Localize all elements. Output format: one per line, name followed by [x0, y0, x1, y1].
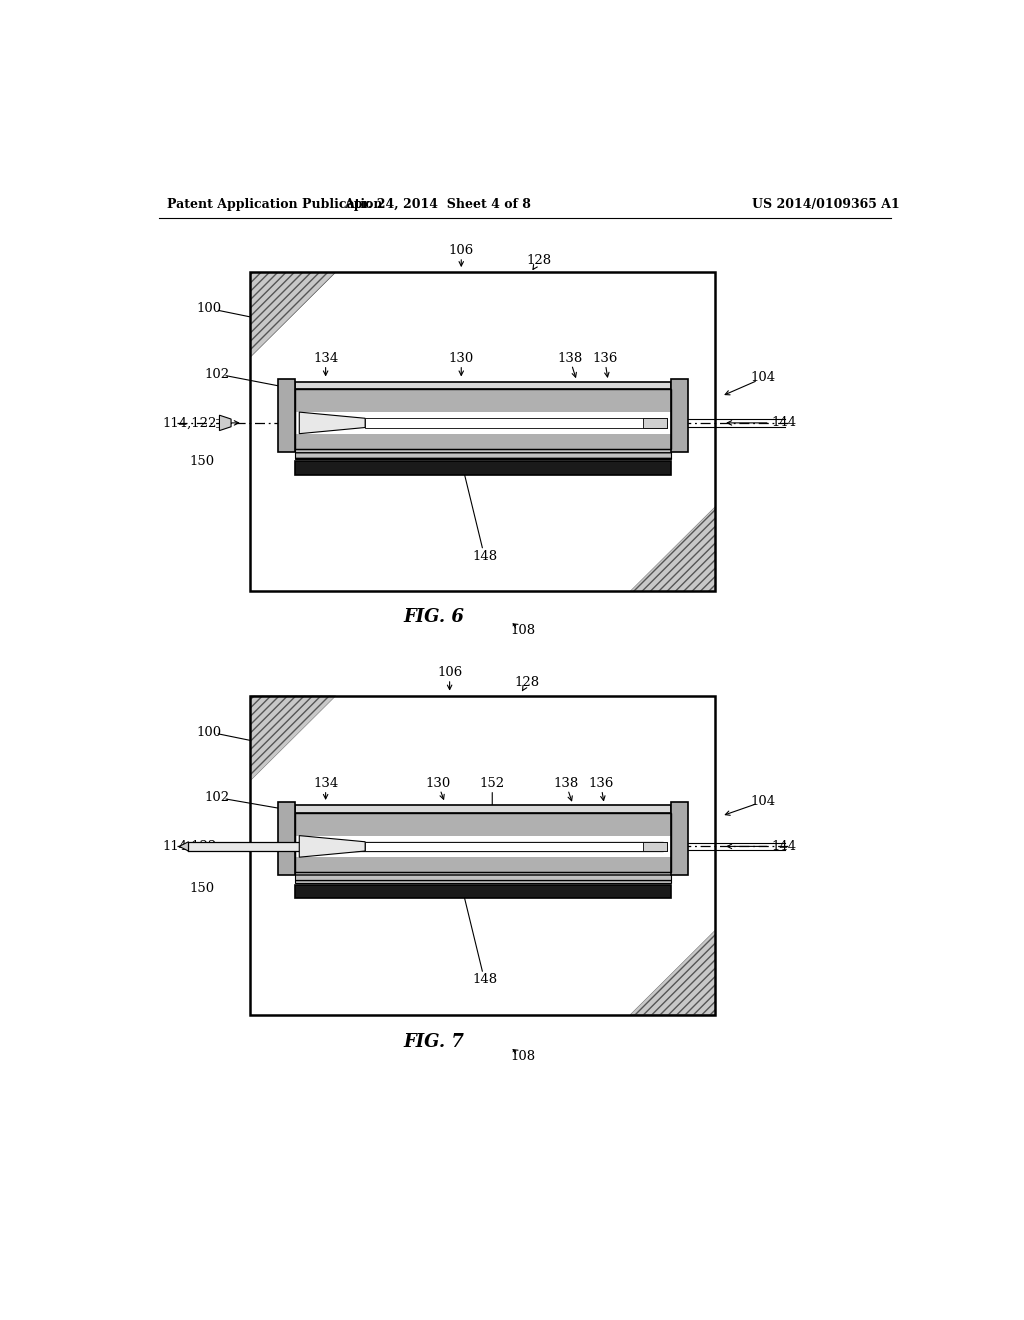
- Text: 114,122: 114,122: [163, 416, 217, 429]
- Bar: [295, 449, 671, 459]
- Polygon shape: [251, 696, 336, 780]
- Bar: [671, 379, 687, 451]
- Text: 148: 148: [472, 550, 497, 564]
- Polygon shape: [251, 272, 336, 358]
- Bar: [643, 418, 667, 428]
- Bar: [295, 434, 671, 449]
- Bar: [279, 379, 295, 451]
- Text: 108: 108: [511, 1049, 536, 1063]
- Text: FIG. 7: FIG. 7: [403, 1034, 465, 1051]
- Polygon shape: [630, 507, 716, 591]
- Text: FIG. 6: FIG. 6: [403, 607, 465, 626]
- Bar: [295, 389, 671, 449]
- Text: 150: 150: [189, 882, 214, 895]
- Polygon shape: [299, 412, 366, 434]
- Text: 152: 152: [479, 777, 505, 791]
- Text: US 2014/0109365 A1: US 2014/0109365 A1: [752, 198, 899, 211]
- Bar: [295, 813, 671, 873]
- Bar: [295, 884, 671, 899]
- Text: 128: 128: [526, 255, 551, 268]
- Polygon shape: [219, 416, 231, 430]
- Text: 148: 148: [472, 973, 497, 986]
- Bar: [295, 805, 671, 813]
- Text: 128: 128: [515, 676, 540, 689]
- Bar: [295, 461, 671, 475]
- Polygon shape: [179, 842, 188, 851]
- Text: 130: 130: [449, 352, 474, 366]
- Bar: [643, 842, 667, 851]
- Text: 104: 104: [751, 371, 776, 384]
- Polygon shape: [630, 929, 716, 1015]
- Bar: [295, 873, 671, 883]
- Text: Apr. 24, 2014  Sheet 4 of 8: Apr. 24, 2014 Sheet 4 of 8: [344, 198, 531, 211]
- Text: 144: 144: [771, 840, 797, 853]
- Bar: [251, 696, 716, 1015]
- Text: 138: 138: [557, 352, 583, 366]
- Bar: [279, 803, 295, 875]
- Bar: [295, 381, 671, 389]
- Text: 102: 102: [205, 367, 229, 380]
- Bar: [295, 389, 671, 412]
- Text: 108: 108: [511, 624, 536, 638]
- Text: 136: 136: [588, 777, 613, 791]
- Bar: [366, 418, 667, 428]
- Text: 134: 134: [313, 777, 338, 791]
- Text: 134: 134: [313, 352, 338, 366]
- Bar: [366, 842, 667, 851]
- Text: 114,122: 114,122: [163, 840, 217, 853]
- Text: 138: 138: [553, 777, 579, 791]
- Bar: [251, 272, 716, 591]
- Text: Patent Application Publication: Patent Application Publication: [167, 198, 382, 211]
- Polygon shape: [299, 836, 366, 857]
- Text: 130: 130: [425, 777, 451, 791]
- Bar: [295, 813, 671, 836]
- Bar: [295, 813, 671, 873]
- Text: 102: 102: [205, 791, 229, 804]
- Bar: [295, 389, 671, 449]
- Text: 106: 106: [449, 244, 474, 257]
- Bar: [188, 842, 663, 851]
- Bar: [295, 857, 671, 873]
- Text: 100: 100: [197, 302, 222, 315]
- Text: 144: 144: [771, 416, 797, 429]
- Text: 104: 104: [751, 795, 776, 808]
- Text: 100: 100: [197, 726, 222, 739]
- Text: 136: 136: [592, 352, 617, 366]
- Text: 106: 106: [437, 667, 462, 680]
- Text: 150: 150: [189, 455, 214, 467]
- Bar: [671, 803, 687, 875]
